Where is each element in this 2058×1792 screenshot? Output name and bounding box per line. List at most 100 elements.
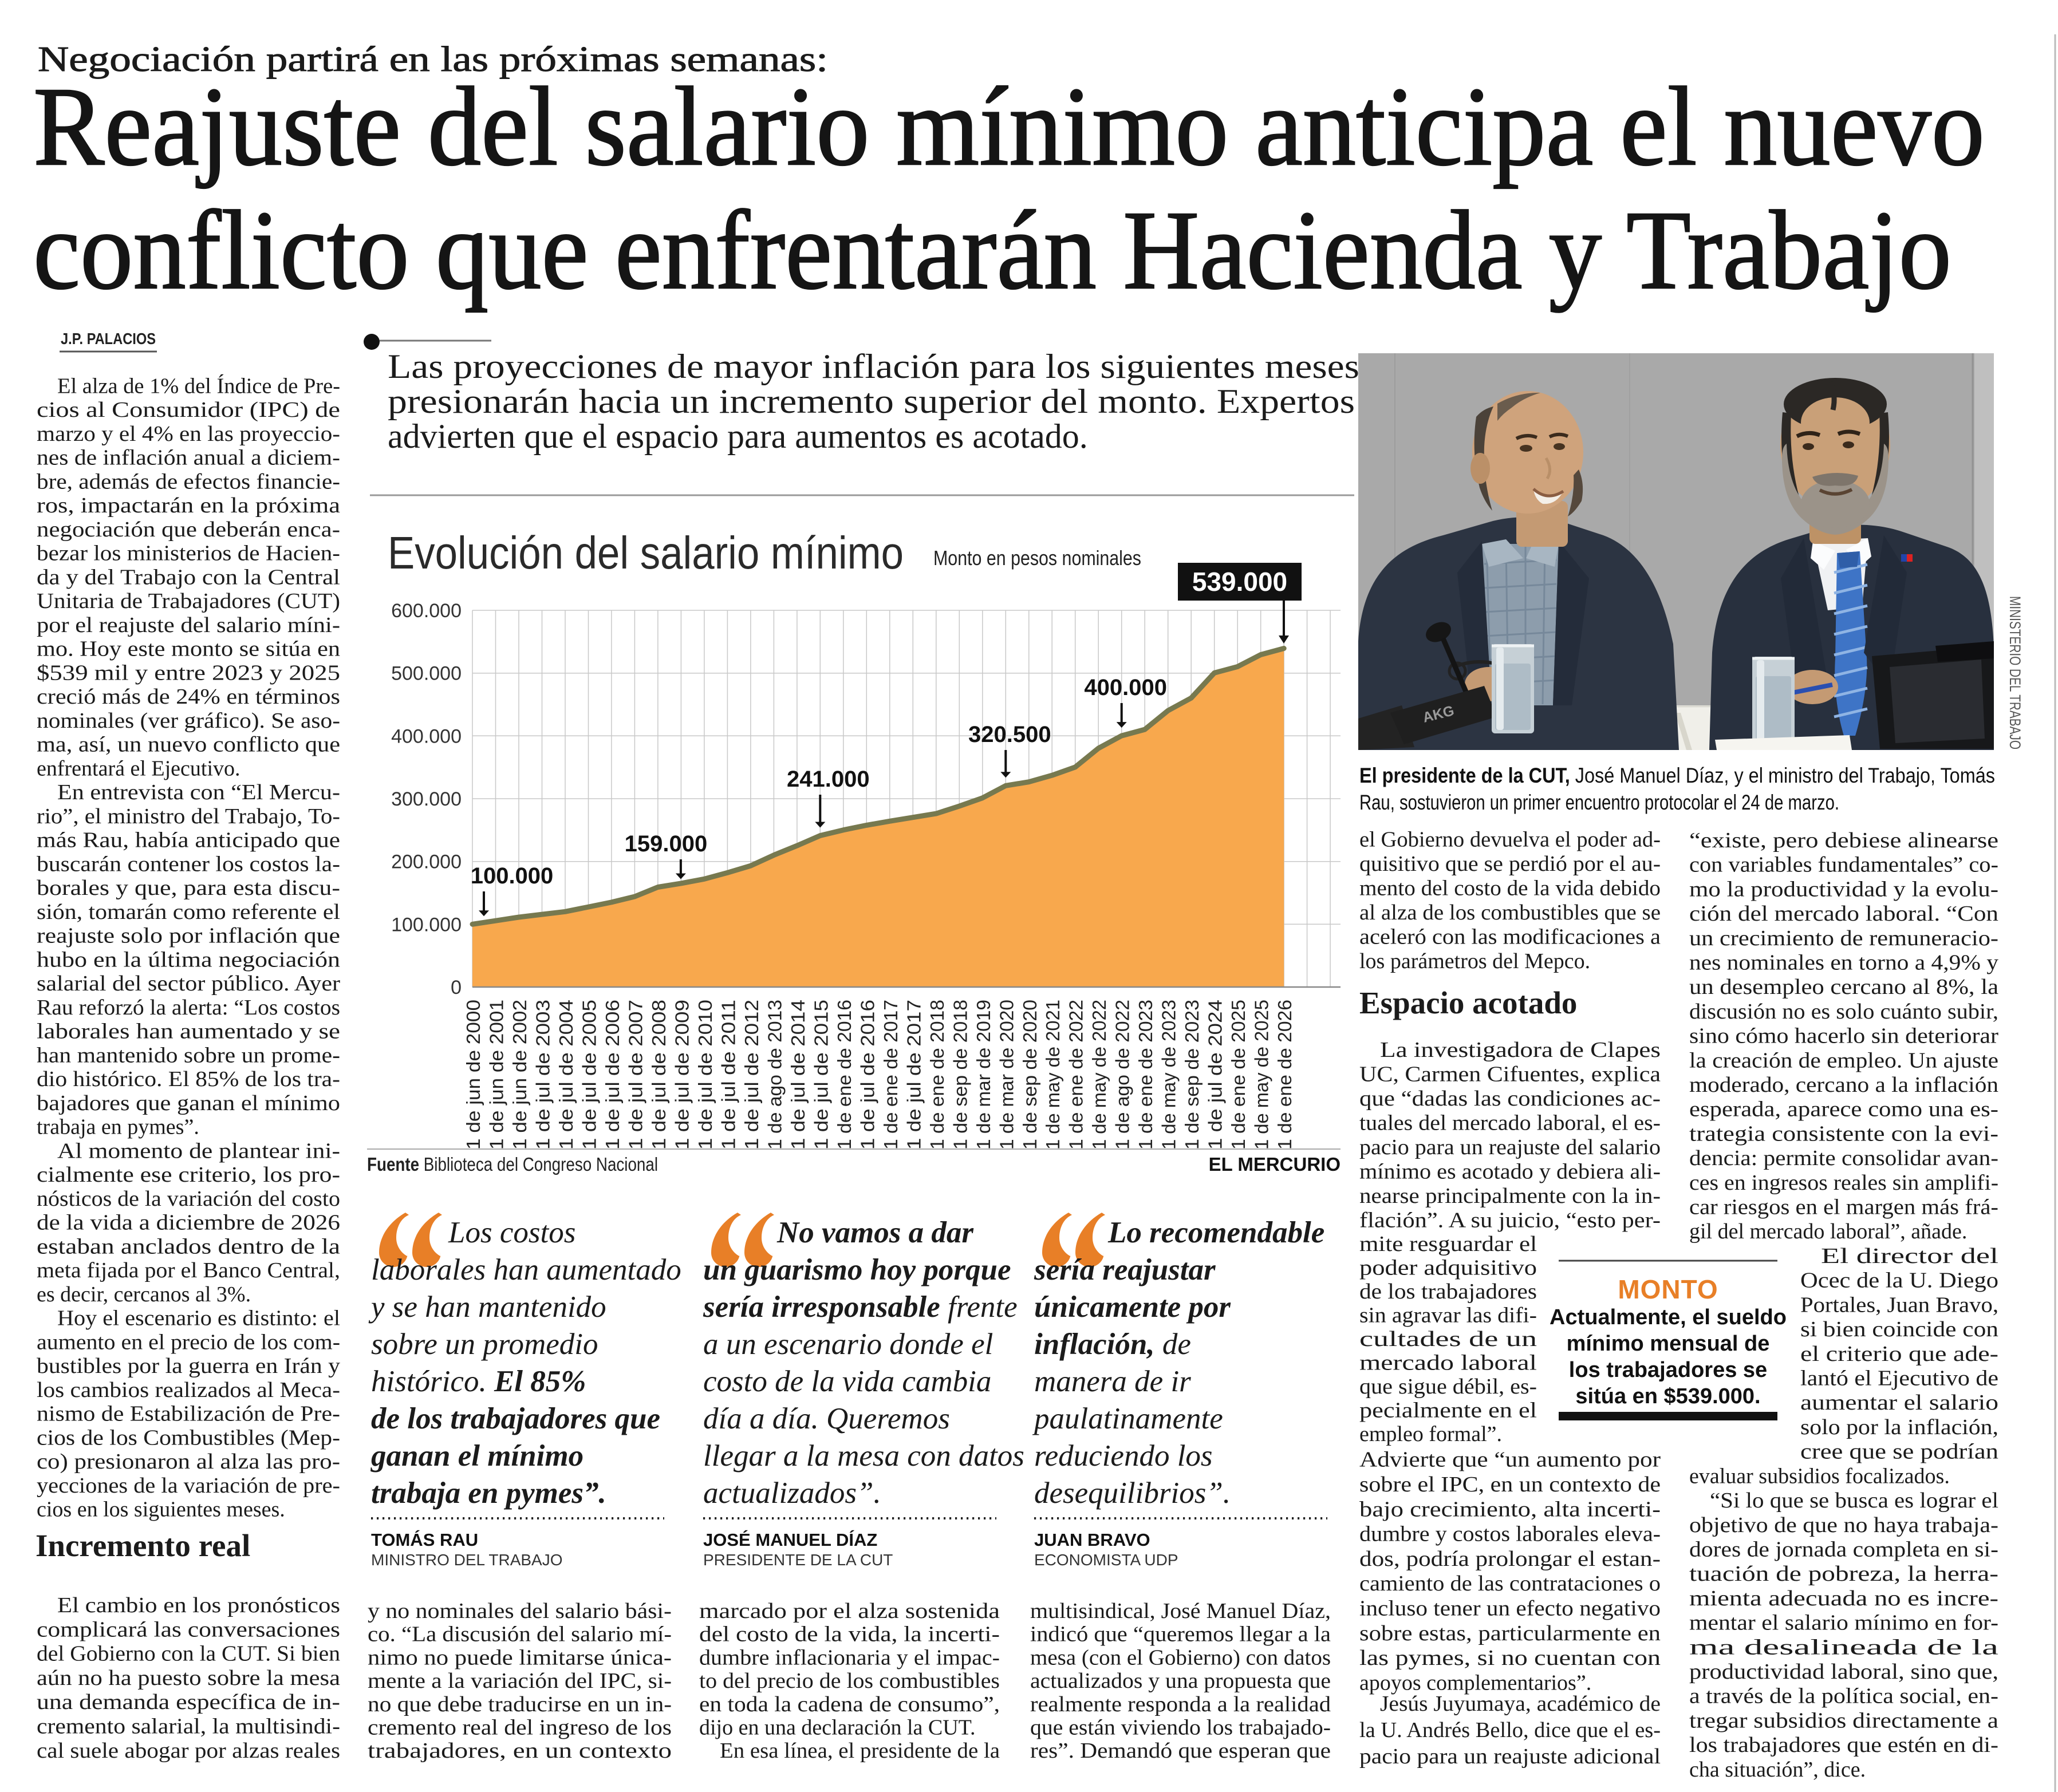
svg-text:advierten que el espacio para: advierten que el espacio para aumentos e… (388, 417, 1088, 455)
svg-text:1 de jul de 2015: 1 de jul de 2015 (810, 1000, 831, 1150)
svg-text:esperada, aparece como una es-: esperada, aparece como una es- (1689, 1098, 1998, 1122)
svg-text:Monto en pesos nominales: Monto en pesos nominales (933, 546, 1141, 570)
svg-text:los trabajadores que estén en: los trabajadores que estén en di- (1689, 1733, 1998, 1757)
svg-text:1 de mar de 2019: 1 de mar de 2019 (973, 1000, 994, 1150)
svg-text:Al momento de plantear ini-: Al momento de plantear ini- (57, 1139, 340, 1163)
svg-text:JUAN BRAVO: JUAN BRAVO (1034, 1530, 1150, 1550)
svg-text:mo la productividad y la evolu: mo la productividad y la evolu- (1689, 877, 1998, 901)
svg-text:ción del mercado laboral. “Con: ción del mercado laboral. “Con (1689, 902, 1998, 926)
svg-text:mo. Hoy este monto se sitúa en: mo. Hoy este monto se sitúa en (37, 637, 340, 661)
svg-text:1 de sep de 2020: 1 de sep de 2020 (1019, 1000, 1040, 1150)
svg-text:cal suele abogar por alzas rea: cal suele abogar por alzas reales (37, 1739, 340, 1763)
svg-text:a través de la política social: a través de la política social, en- (1689, 1684, 1998, 1708)
svg-text:mesa (con el Gobierno) con dat: mesa (con el Gobierno) con datos (1030, 1645, 1331, 1669)
svg-text:los parámetros del Mepco.: los parámetros del Mepco. (1359, 949, 1590, 973)
svg-text:presionarán hacia un increment: presionarán hacia un incremento superior… (388, 382, 1355, 420)
svg-text:1 de jul de 2006: 1 de jul de 2006 (602, 1000, 623, 1150)
svg-text:cremento salarial, la multisin: cremento salarial, la multisindi- (37, 1715, 340, 1739)
svg-text:mienta adecuada no es incre-: mienta adecuada no es incre- (1689, 1586, 1998, 1611)
svg-text:meta fijada por el Banco Centr: meta fijada por el Banco Central, (37, 1258, 340, 1282)
svg-text:enfrentará el Ejecutivo.: enfrentará el Ejecutivo. (37, 756, 241, 780)
svg-text:sin agravar las difi-: sin agravar las difi- (1359, 1304, 1537, 1328)
svg-text:mente a la variación del IPC,: mente a la variación del IPC, si- (368, 1669, 672, 1693)
svg-text:Lo recomendable: Lo recomendable (1107, 1216, 1324, 1249)
svg-text:tuales del mercado laboral, el: tuales del mercado laboral, el es- (1359, 1111, 1661, 1135)
svg-text:la U. Andrés Bello, dice que e: la U. Andrés Bello, dice que el es- (1359, 1718, 1661, 1742)
svg-text:marzo y el 4% en las proyeccio: marzo y el 4% en las proyeccio- (37, 422, 340, 446)
svg-text:nimo no puede limitarse única-: nimo no puede limitarse única- (368, 1645, 672, 1669)
svg-text:cha situación”, dice.: cha situación”, dice. (1689, 1758, 1866, 1782)
svg-text:por el reajuste del salario mí: por el reajuste del salario míni- (37, 613, 340, 637)
svg-text:1 de may de 2023: 1 de may de 2023 (1158, 1000, 1180, 1150)
svg-text:159.000: 159.000 (625, 831, 708, 856)
svg-text:Evolución del salario mínimo: Evolución del salario mínimo (388, 527, 904, 578)
svg-text:dencia: permite consolidar ava: dencia: permite consolidar avan- (1689, 1146, 1998, 1170)
svg-text:cultades de un: cultades de un (1359, 1327, 1537, 1351)
svg-text:EL MERCURIO: EL MERCURIO (1209, 1154, 1341, 1175)
svg-text:aumentar el salario: aumentar el salario (1800, 1391, 1998, 1415)
svg-text:1 de jun de 2000: 1 de jun de 2000 (463, 1000, 484, 1150)
svg-text:100.000: 100.000 (391, 914, 462, 936)
svg-text:1 de jul de 2016: 1 de jul de 2016 (857, 1000, 878, 1150)
svg-text:reajuste solo por inflación qu: reajuste solo por inflación que (37, 924, 340, 948)
svg-text:pacio para un reajuste del sal: pacio para un reajuste del salario (1359, 1135, 1661, 1159)
svg-text:400.000: 400.000 (391, 725, 462, 747)
svg-text:UC, Carmen Cifuentes, explica: UC, Carmen Cifuentes, explica (1359, 1063, 1661, 1087)
svg-text:sión, tomarán como referente e: sión, tomarán como referente el (37, 900, 340, 924)
svg-text:1 de jul de 2004: 1 de jul de 2004 (555, 1000, 577, 1150)
svg-text:solo por la inflación,: solo por la inflación, (1800, 1415, 1998, 1439)
svg-text:sería reajustar: sería reajustar (1034, 1253, 1216, 1286)
svg-text:dumbre inflacionaria y el impa: dumbre inflacionaria y el impac- (699, 1645, 1000, 1669)
svg-text:quisitivo que se perdió por el: quisitivo que se perdió por el au- (1359, 852, 1661, 876)
svg-text:sobre un promedio: sobre un promedio (371, 1328, 598, 1361)
svg-text:creció más de 24% en términos: creció más de 24% en términos (37, 685, 340, 709)
svg-text:multisindical, José Manuel Día: multisindical, José Manuel Díaz, (1030, 1599, 1331, 1623)
svg-text:MINISTRO DEL TRABAJO: MINISTRO DEL TRABAJO (371, 1551, 563, 1569)
svg-text:“Si lo que se busca es lograr: “Si lo que se busca es lograr el (1710, 1489, 1998, 1513)
svg-text:rio”, el ministro del Trabajo,: rio”, el ministro del Trabajo, To- (37, 804, 340, 828)
svg-text:nósticos de la variación del c: nósticos de la variación del costo (37, 1187, 340, 1211)
svg-text:El presidente de la CUT, José: El presidente de la CUT, José Manuel Día… (1359, 764, 1995, 787)
svg-text:conflicto que enfrentarán Haci: conflicto que enfrentarán Hacienda y Tra… (33, 187, 1951, 313)
svg-text:a un escenario donde el: a un escenario donde el (703, 1328, 993, 1361)
svg-text:nes de inflación anual a dicie: nes de inflación anual a diciem- (37, 446, 340, 470)
svg-text:Incremento real: Incremento real (36, 1528, 250, 1563)
svg-text:Espacio acotado: Espacio acotado (1359, 985, 1577, 1020)
svg-text:pacio para un reajuste adicion: pacio para un reajuste adicional (1359, 1744, 1661, 1769)
svg-text:1 de jul de 2010: 1 de jul de 2010 (695, 1000, 716, 1150)
svg-text:$539 mil y entre 2023 y 2025: $539 mil y entre 2023 y 2025 (37, 661, 340, 685)
svg-text:1 de ene de 2023: 1 de ene de 2023 (1135, 1000, 1156, 1150)
svg-text:indicó que “queremos llegar a: indicó que “queremos llegar a la (1030, 1623, 1331, 1647)
svg-text:mínimo es acotado y debiera al: mínimo es acotado y debiera ali- (1359, 1160, 1661, 1184)
svg-text:200.000: 200.000 (391, 851, 462, 873)
svg-text:negociación que deberán enca-: negociación que deberán enca- (37, 518, 340, 542)
svg-text:nes nominales en torno a 4,9%: nes nominales en torno a 4,9% y (1689, 951, 1998, 975)
svg-text:cios de los Combustibles (Mep-: cios de los Combustibles (Mep- (37, 1426, 340, 1450)
svg-text:de los trabajadores que: de los trabajadores que (371, 1402, 660, 1435)
svg-text:desequilibrios”.: desequilibrios”. (1034, 1477, 1231, 1510)
svg-text:sobre estas, particularmente e: sobre estas, particularmente en (1359, 1621, 1661, 1645)
svg-text:500.000: 500.000 (391, 663, 462, 685)
svg-text:un desempleo cercano al 8%, la: un desempleo cercano al 8%, la (1689, 975, 1998, 999)
svg-text:1 de ene de 2017: 1 de ene de 2017 (880, 1000, 901, 1150)
svg-text:cialmente ese criterio, los pr: cialmente ese criterio, los pro- (37, 1163, 340, 1187)
svg-text:cremento real del ingreso de l: cremento real del ingreso de los (368, 1716, 672, 1740)
svg-text:que sigue débil, es-: que sigue débil, es- (1359, 1375, 1537, 1399)
svg-text:trategia consistente con la ev: trategia consistente con la evi- (1689, 1122, 1998, 1146)
svg-text:bajo crecimiento, alta incerti: bajo crecimiento, alta incerti- (1359, 1497, 1661, 1521)
svg-text:cios al Consumidor (IPC) de: cios al Consumidor (IPC) de (37, 398, 340, 422)
svg-text:Advierte que “un aumento por: Advierte que “un aumento por (1359, 1448, 1661, 1472)
svg-text:hubo en la última negociación: hubo en la última negociación (37, 948, 340, 972)
svg-text:1 de ago de 2013: 1 de ago de 2013 (764, 1000, 785, 1150)
svg-text:aceleró con las modificaciones: aceleró con las modificaciones a (1359, 925, 1661, 949)
svg-text:Negociación partirá en las pró: Negociación partirá en las próximas sema… (38, 40, 828, 79)
svg-text:El cambio en los pronósticos: El cambio en los pronósticos (57, 1593, 340, 1617)
svg-text:dores de jornada completa en s: dores de jornada completa en si- (1689, 1538, 1998, 1562)
svg-text:moderado, cercano a la inflaci: moderado, cercano a la inflación (1689, 1073, 1998, 1097)
svg-text:el Gobierno devuelva el poder: el Gobierno devuelva el poder ad- (1359, 827, 1661, 851)
svg-text:El director del: El director del (1821, 1244, 1998, 1268)
svg-text:discusión no es solo cuánto su: discusión no es solo cuánto subir, (1689, 1000, 1998, 1024)
svg-text:sería irresponsable frente: sería irresponsable frente (703, 1290, 1018, 1324)
svg-text:1 de jul de 2014: 1 de jul de 2014 (787, 1000, 809, 1150)
svg-text:co) presionaron al alza las pr: co) presionaron al alza las pro- (37, 1450, 340, 1474)
